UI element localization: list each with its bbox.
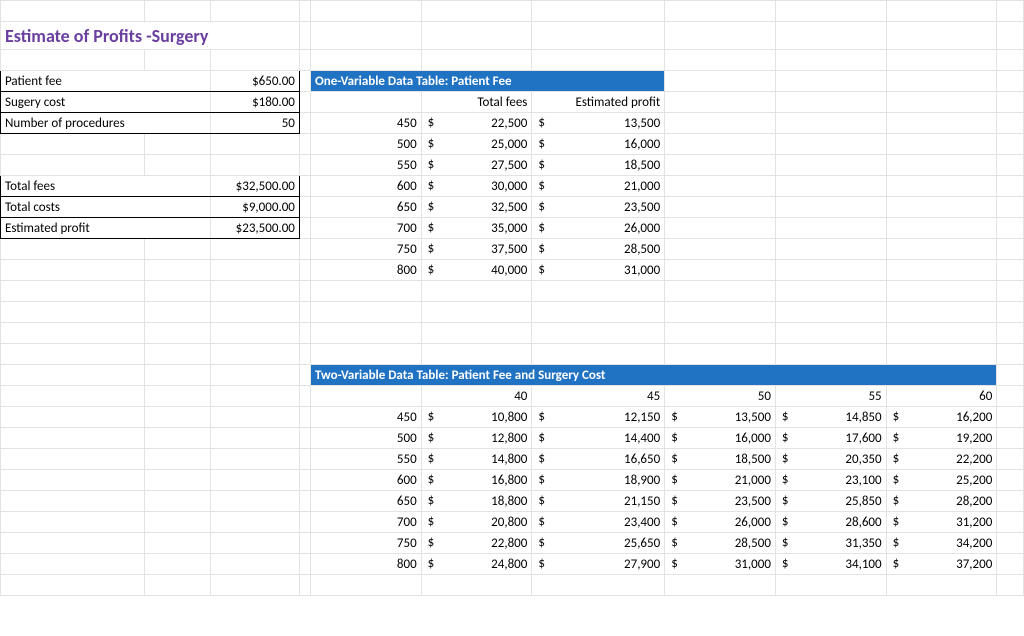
summary-value: $32,500.00	[211, 176, 300, 197]
two-var-value: $20,350	[775, 449, 886, 470]
one-var-fee: 500	[310, 134, 421, 155]
one-var-profit: $26,000	[532, 218, 665, 239]
one-var-total: $40,000	[421, 260, 532, 281]
two-var-value: $10,800	[421, 407, 532, 428]
two-var-value: $14,800	[421, 449, 532, 470]
one-var-profit: $21,000	[532, 176, 665, 197]
two-var-value: $25,650	[532, 533, 665, 554]
two-var-row-header: 450	[310, 407, 421, 428]
one-var-profit: $16,000	[532, 134, 665, 155]
one-var-total: $32,500	[421, 197, 532, 218]
one-var-total: $22,500	[421, 113, 532, 134]
one-var-header: Total fees	[421, 92, 532, 113]
two-var-value: $12,800	[421, 428, 532, 449]
one-var-profit: $23,500	[532, 197, 665, 218]
two-var-value: $19,200	[886, 428, 997, 449]
one-var-total: $37,500	[421, 239, 532, 260]
two-var-value: $18,500	[665, 449, 776, 470]
two-var-value: $22,800	[421, 533, 532, 554]
two-var-value: $13,500	[665, 407, 776, 428]
two-var-value: $31,000	[665, 554, 776, 575]
two-var-value: $21,150	[532, 491, 665, 512]
two-var-row-header: 700	[310, 512, 421, 533]
two-var-col-header: 50	[665, 386, 776, 407]
two-var-value: $16,000	[665, 428, 776, 449]
two-var-value: $17,600	[775, 428, 886, 449]
two-var-value: $27,900	[532, 554, 665, 575]
one-var-total: $25,000	[421, 134, 532, 155]
one-var-profit: $31,000	[532, 260, 665, 281]
two-var-value: $25,200	[886, 470, 997, 491]
two-var-value: $28,600	[775, 512, 886, 533]
summary-label: Estimated profit	[1, 218, 211, 239]
two-var-value: $21,000	[665, 470, 776, 491]
one-var-total: $35,000	[421, 218, 532, 239]
summary-label: Total costs	[1, 197, 211, 218]
two-var-row-header: 600	[310, 470, 421, 491]
two-var-value: $31,350	[775, 533, 886, 554]
summary-value: $23,500.00	[211, 218, 300, 239]
input-label: Patient fee	[1, 71, 211, 92]
spreadsheet-grid: Estimate of Profits -SurgeryPatient fee$…	[0, 0, 1024, 596]
two-var-col-header: 60	[886, 386, 997, 407]
one-var-fee: 700	[310, 218, 421, 239]
page-title: Estimate of Profits -Surgery	[1, 22, 300, 50]
two-var-col-header: 55	[775, 386, 886, 407]
two-var-value: $23,500	[665, 491, 776, 512]
one-var-fee: 600	[310, 176, 421, 197]
input-value: $650.00	[211, 71, 300, 92]
two-var-value: $24,800	[421, 554, 532, 575]
two-var-value: $16,200	[886, 407, 997, 428]
two-var-row-header: 650	[310, 491, 421, 512]
two-var-value: $20,800	[421, 512, 532, 533]
two-var-col-header: 40	[421, 386, 532, 407]
input-label: Sugery cost	[1, 92, 211, 113]
one-var-total: $30,000	[421, 176, 532, 197]
one-var-header: Estimated profit	[532, 92, 665, 113]
one-var-profit: $28,500	[532, 239, 665, 260]
input-value: 50	[211, 113, 300, 134]
two-var-row-header: 800	[310, 554, 421, 575]
one-var-fee: 450	[310, 113, 421, 134]
two-var-value: $16,650	[532, 449, 665, 470]
two-var-value: $14,400	[532, 428, 665, 449]
two-var-title: Two-Variable Data Table: Patient Fee and…	[310, 365, 996, 386]
summary-value: $9,000.00	[211, 197, 300, 218]
two-var-value: $34,200	[886, 533, 997, 554]
two-var-value: $37,200	[886, 554, 997, 575]
two-var-value: $31,200	[886, 512, 997, 533]
one-var-fee: 650	[310, 197, 421, 218]
one-var-profit: $13,500	[532, 113, 665, 134]
one-var-fee: 750	[310, 239, 421, 260]
two-var-row-header: 500	[310, 428, 421, 449]
one-var-profit: $18,500	[532, 155, 665, 176]
two-var-value: $26,000	[665, 512, 776, 533]
two-var-value: $34,100	[775, 554, 886, 575]
two-var-value: $22,200	[886, 449, 997, 470]
two-var-value: $28,500	[665, 533, 776, 554]
two-var-value: $23,400	[532, 512, 665, 533]
one-var-total: $27,500	[421, 155, 532, 176]
summary-label: Total fees	[1, 176, 211, 197]
two-var-value: $25,850	[775, 491, 886, 512]
spreadsheet-sheet: Estimate of Profits -SurgeryPatient fee$…	[0, 0, 1024, 636]
one-var-fee: 550	[310, 155, 421, 176]
two-var-row-header: 550	[310, 449, 421, 470]
two-var-value: $23,100	[775, 470, 886, 491]
one-var-fee: 800	[310, 260, 421, 281]
two-var-value: $18,900	[532, 470, 665, 491]
two-var-value: $12,150	[532, 407, 665, 428]
two-var-col-header: 45	[532, 386, 665, 407]
two-var-value: $18,800	[421, 491, 532, 512]
input-value: $180.00	[211, 92, 300, 113]
two-var-value: $28,200	[886, 491, 997, 512]
one-var-title: One-Variable Data Table: Patient Fee	[310, 71, 664, 92]
input-label: Number of procedures	[1, 113, 211, 134]
two-var-value: $16,800	[421, 470, 532, 491]
two-var-row-header: 750	[310, 533, 421, 554]
two-var-value: $14,850	[775, 407, 886, 428]
